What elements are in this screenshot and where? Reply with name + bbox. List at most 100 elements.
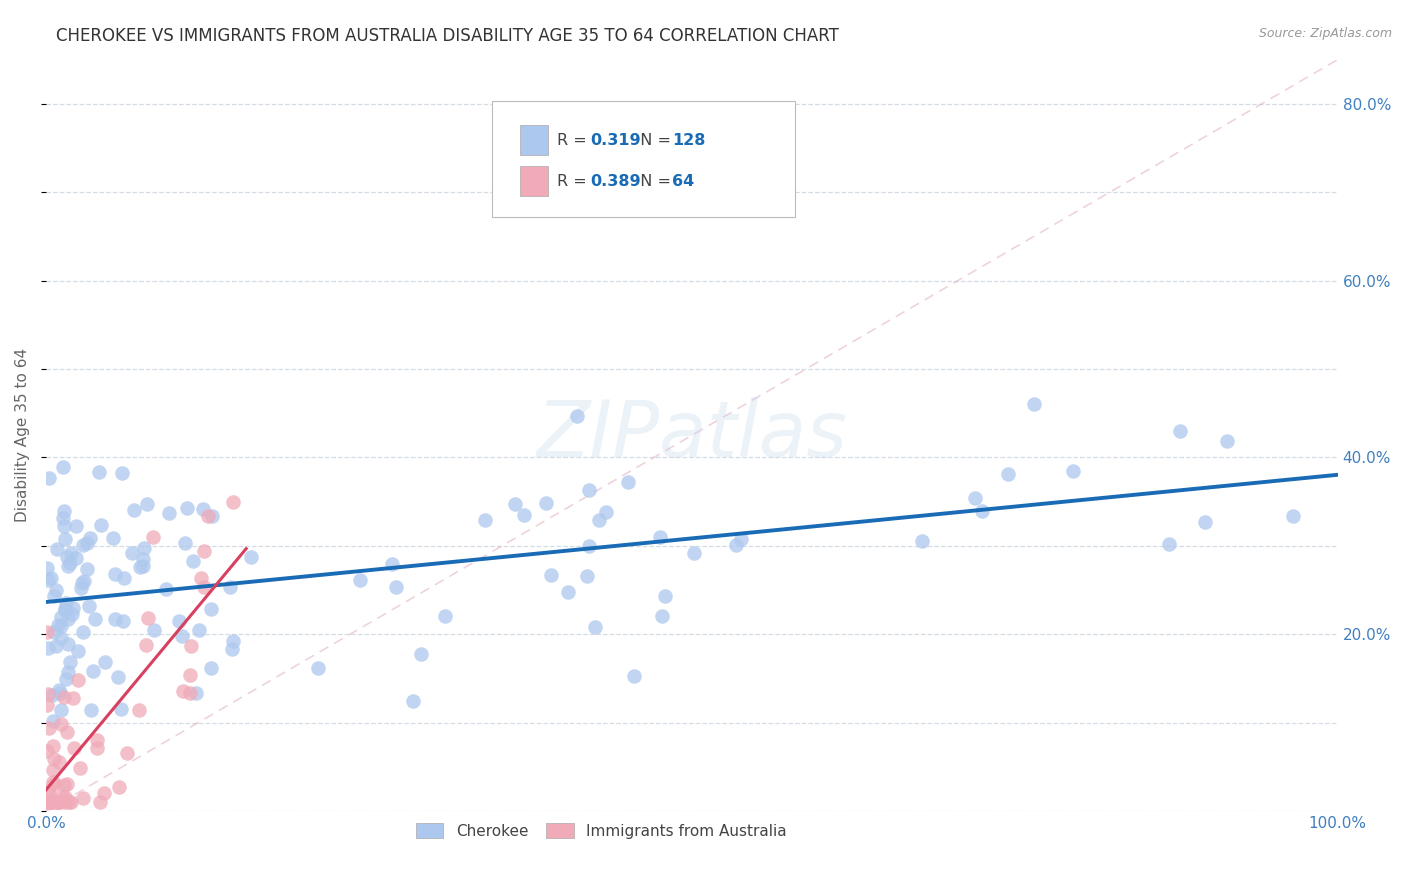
Point bbox=[37, 795, 59, 809]
Point bbox=[89, 795, 111, 809]
Point bbox=[42, 739, 65, 753]
Point bbox=[186, 685, 208, 699]
Point bbox=[55, 596, 77, 610]
Point bbox=[77, 599, 100, 613]
Point bbox=[59, 556, 82, 570]
Point bbox=[180, 639, 202, 653]
Legend: Cherokee, Immigrants from Australia: Cherokee, Immigrants from Australia bbox=[409, 817, 793, 845]
Point bbox=[86, 733, 108, 747]
Point bbox=[997, 467, 1019, 481]
Point bbox=[197, 508, 219, 523]
Point bbox=[193, 544, 215, 558]
Point bbox=[381, 557, 404, 571]
Point bbox=[65, 518, 87, 533]
Point bbox=[725, 538, 748, 552]
Point bbox=[434, 609, 457, 624]
Point bbox=[965, 491, 987, 505]
Point bbox=[67, 644, 90, 658]
Point bbox=[49, 619, 72, 633]
Point bbox=[38, 721, 60, 735]
Point bbox=[1157, 537, 1180, 551]
Point bbox=[193, 580, 215, 594]
Point bbox=[218, 580, 240, 594]
Point bbox=[1281, 508, 1303, 523]
Point bbox=[41, 793, 63, 807]
Text: 0.319: 0.319 bbox=[589, 133, 640, 147]
Point bbox=[37, 782, 59, 797]
Point bbox=[59, 655, 82, 669]
Point bbox=[157, 506, 180, 520]
Point bbox=[72, 574, 94, 589]
Point bbox=[38, 471, 60, 485]
Point bbox=[240, 549, 263, 564]
Point bbox=[53, 795, 76, 809]
Point bbox=[53, 602, 76, 616]
Point bbox=[41, 688, 63, 702]
Point bbox=[191, 501, 214, 516]
Point bbox=[46, 618, 69, 632]
Point bbox=[112, 570, 135, 584]
Point bbox=[222, 633, 245, 648]
Point bbox=[107, 671, 129, 685]
Point bbox=[179, 668, 201, 682]
Point bbox=[167, 615, 190, 629]
Point bbox=[972, 504, 994, 518]
Point bbox=[540, 567, 562, 582]
Point bbox=[135, 497, 157, 511]
Point bbox=[87, 465, 110, 479]
Point bbox=[72, 538, 94, 552]
Point bbox=[104, 611, 127, 625]
Point bbox=[53, 789, 76, 804]
Text: 64: 64 bbox=[672, 174, 695, 189]
Point bbox=[46, 795, 69, 809]
Point bbox=[58, 665, 80, 679]
Point bbox=[37, 795, 59, 809]
Point bbox=[58, 637, 80, 651]
Point bbox=[51, 717, 73, 731]
Point bbox=[72, 791, 94, 805]
Point bbox=[59, 545, 82, 559]
Point bbox=[402, 694, 425, 708]
Point bbox=[52, 511, 75, 525]
Point bbox=[37, 795, 59, 809]
Point bbox=[39, 795, 62, 809]
Point bbox=[38, 795, 60, 809]
Point bbox=[69, 761, 91, 775]
Point bbox=[52, 518, 75, 533]
Point bbox=[385, 580, 408, 594]
Point bbox=[104, 567, 127, 582]
Point bbox=[37, 561, 59, 575]
Point bbox=[190, 571, 212, 585]
Point bbox=[112, 614, 135, 628]
Point bbox=[221, 642, 243, 657]
Point bbox=[90, 517, 112, 532]
FancyBboxPatch shape bbox=[520, 166, 548, 196]
Point bbox=[39, 571, 62, 585]
Point bbox=[1022, 397, 1045, 411]
Point bbox=[172, 629, 194, 643]
Point bbox=[155, 582, 177, 596]
Point bbox=[60, 607, 83, 621]
Point bbox=[583, 620, 606, 634]
Point bbox=[172, 684, 194, 698]
Point bbox=[66, 673, 89, 687]
Point bbox=[42, 774, 65, 789]
Point bbox=[222, 495, 245, 509]
Point bbox=[69, 582, 91, 596]
Point bbox=[650, 530, 672, 544]
Point bbox=[56, 558, 79, 573]
Point bbox=[1194, 515, 1216, 529]
Point bbox=[65, 551, 87, 566]
Point bbox=[42, 590, 65, 604]
Point bbox=[56, 777, 79, 791]
Point bbox=[37, 795, 59, 809]
Point bbox=[48, 683, 70, 698]
Point bbox=[58, 612, 80, 626]
Point bbox=[37, 744, 59, 758]
Point bbox=[37, 573, 59, 587]
Point bbox=[135, 638, 157, 652]
Point bbox=[623, 668, 645, 682]
Point bbox=[46, 795, 69, 809]
Point bbox=[1216, 434, 1239, 448]
Point bbox=[52, 503, 75, 517]
